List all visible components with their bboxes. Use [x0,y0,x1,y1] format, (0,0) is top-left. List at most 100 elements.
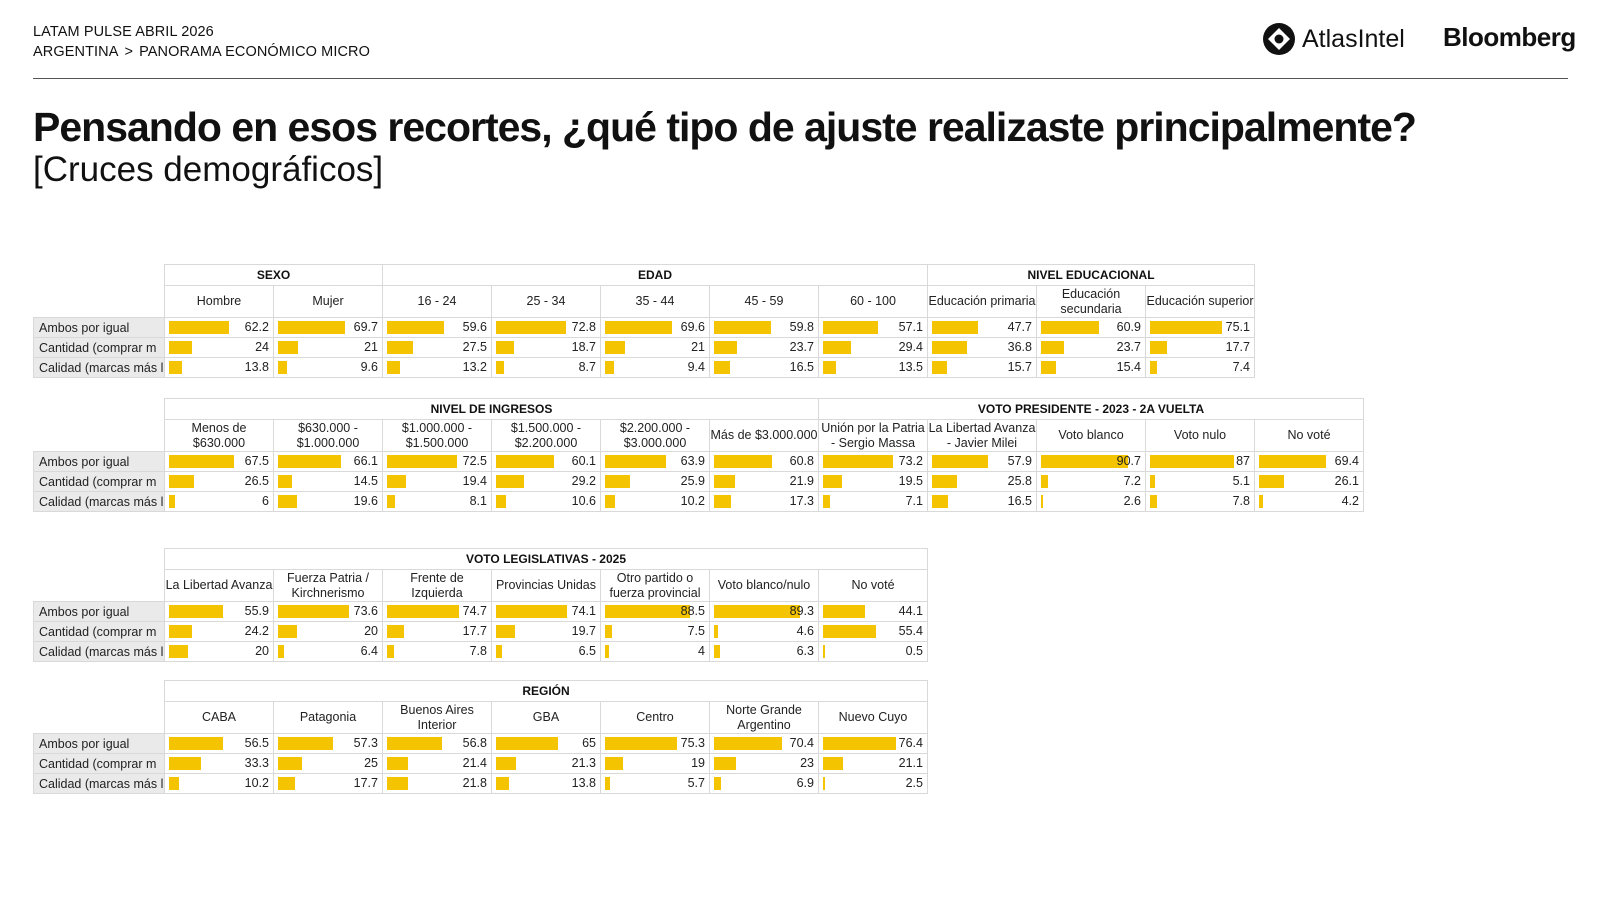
data-cell: 24 [164,337,274,358]
data-value: 2.5 [905,776,923,790]
data-bar [932,495,948,508]
data-value: 57.3 [353,736,378,750]
data-cell: 20 [273,621,383,642]
data-cell: 60.8 [709,451,819,472]
breadcrumb-root: ARGENTINA [33,44,119,60]
table-row: Calidad (marcas más l 6 19.6 8.1 10.6 10.2 17.… [33,491,1364,512]
data-cell: 16.5 [709,357,819,378]
column-header: CABA [164,701,274,734]
data-value: 56.5 [244,736,269,750]
corner-blank [34,681,165,702]
corner-blank [34,702,165,734]
data-cell: 63.9 [600,451,710,472]
atlasintel-wordmark: AtlasIntel [1302,24,1405,53]
header-divider [33,78,1568,79]
report-series: LATAM PULSE ABRIL 2026 [33,24,214,40]
data-cell: 10.2 [600,491,710,512]
data-cell: 44.1 [818,601,928,622]
data-cell: 73.2 [818,451,928,472]
data-value: 15.4 [1116,360,1141,374]
data-cell: 23.7 [1036,337,1146,358]
column-header: Voto nulo [1145,419,1255,452]
column-header: $630.000 - $1.000.000 [273,419,383,452]
corner-blank [34,420,165,452]
data-cell: 14.5 [273,471,383,492]
data-bar [1041,361,1056,374]
data-value: 74.7 [462,604,487,618]
data-bar [1150,495,1158,508]
data-bar [1041,341,1064,354]
data-cell: 29.2 [491,471,601,492]
group-header: SEXO [164,264,383,286]
data-value: 75.3 [680,736,705,750]
breadcrumb-leaf: PANORAMA ECONÓMICO MICRO [139,44,371,60]
data-bar [496,605,568,618]
data-value: 90.7 [1116,454,1141,468]
column-header: $1.500.000 - $2.200.000 [491,419,601,452]
data-value: 6.3 [796,644,814,658]
bloomberg-logo: Bloomberg [1443,22,1576,52]
data-cell: 60.1 [491,451,601,472]
data-cell: 88.5 [600,601,710,622]
data-cell: 19.5 [818,471,928,492]
data-cell: 26.1 [1254,471,1364,492]
data-bar [496,625,515,638]
data-bar [823,321,878,334]
data-cell: 23.7 [709,337,819,358]
corner-blank [34,549,165,570]
data-bar [278,361,288,374]
data-bar [387,361,400,374]
data-cell: 59.8 [709,317,819,338]
data-value: 7.2 [1123,474,1141,488]
data-value: 65 [582,736,596,750]
data-value: 47.7 [1007,320,1032,334]
data-bar [169,321,229,334]
data-value: 56.8 [462,736,487,750]
data-bar [278,737,333,750]
column-header: Voto blanco [1036,419,1146,452]
data-value: 25 [364,756,378,770]
data-cell: 69.4 [1254,451,1364,472]
data-cell: 17.7 [1145,337,1255,358]
data-cell: 18.7 [491,337,601,358]
data-cell: 21.3 [491,753,601,774]
data-value: 10.2 [680,494,705,508]
data-value: 69.4 [1334,454,1359,468]
table-row: Ambos por igual 56.5 57.3 56.8 65 75.3 70.4 76.… [33,733,928,754]
data-value: 25.9 [680,474,705,488]
data-bar [169,495,175,508]
data-value: 6 [262,494,269,508]
data-cell: 8.1 [382,491,492,512]
data-cell: 67.5 [164,451,274,472]
data-bar [496,645,503,658]
data-value: 7.8 [469,644,487,658]
data-bar [714,475,736,488]
data-value: 9.6 [360,360,378,374]
data-value: 6.9 [796,776,814,790]
data-bar [387,321,445,334]
data-value: 87 [1236,454,1250,468]
data-bar [169,777,179,790]
data-cell: 17.3 [709,491,819,512]
data-bar [605,495,615,508]
data-value: 67.5 [244,454,269,468]
data-value: 13.5 [898,360,923,374]
data-bar [496,321,566,334]
data-value: 23.7 [789,340,814,354]
data-cell: 8.7 [491,357,601,378]
data-cell: 21 [273,337,383,358]
data-bar [1150,475,1155,488]
data-bar [1041,321,1100,334]
data-cell: 56.8 [382,733,492,754]
data-cell: 56.5 [164,733,274,754]
data-bar [823,455,894,468]
column-header: 16 - 24 [382,285,492,318]
data-cell: 29.4 [818,337,928,358]
data-value: 89.3 [789,604,814,618]
data-cell: 90.7 [1036,451,1146,472]
data-cell: 24.2 [164,621,274,642]
column-header: Educación superior [1145,285,1255,318]
data-bar [169,475,195,488]
data-bar [823,777,826,790]
data-cell: 87 [1145,451,1255,472]
